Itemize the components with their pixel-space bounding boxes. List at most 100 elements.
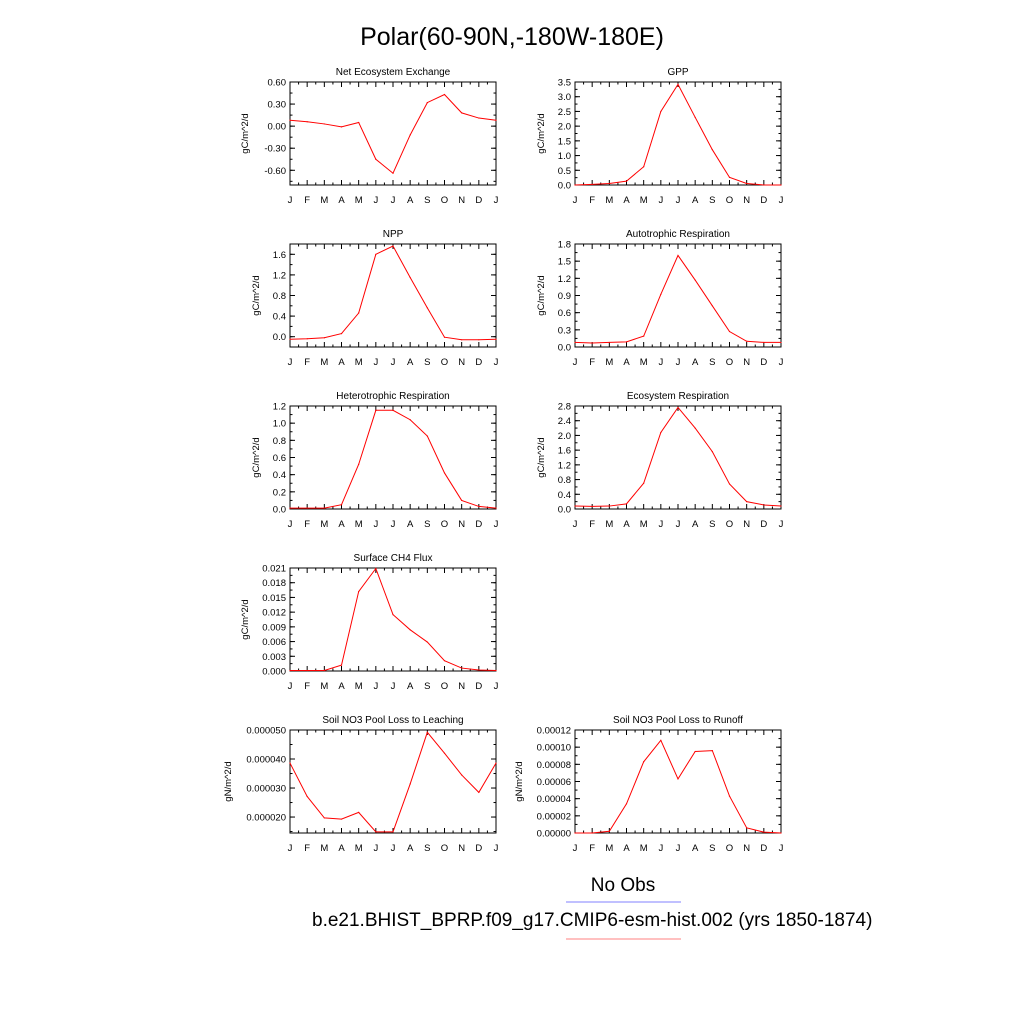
data-point xyxy=(711,750,713,752)
y-tick-label: 0.30 xyxy=(268,100,287,111)
x-tick-label: M xyxy=(640,843,648,854)
x-tick-label: A xyxy=(338,519,345,530)
data-point xyxy=(728,483,731,485)
data-point xyxy=(643,761,645,763)
panel-title-soil-no3-pool-loss-to-leaching: Soil NO3 Pool Loss to Leaching xyxy=(322,715,463,726)
data-point xyxy=(340,664,343,666)
x-tick-label: D xyxy=(475,681,482,692)
y-tick-label: 2.5 xyxy=(558,107,571,118)
data-point xyxy=(306,669,308,672)
x-tick-label: F xyxy=(589,519,595,530)
panel-title-npp: NPP xyxy=(383,229,404,240)
data-point xyxy=(289,669,291,672)
data-point xyxy=(643,482,645,484)
data-point xyxy=(608,505,610,507)
x-tick-label: O xyxy=(726,357,733,368)
x-tick-label: J xyxy=(676,195,681,206)
plot-frame-autotrophic-respiration xyxy=(574,243,782,348)
y-tick-label: 1.5 xyxy=(558,257,571,268)
y-tick-label: 0.0 xyxy=(273,332,286,343)
data-point xyxy=(495,669,497,672)
x-tick-label: A xyxy=(623,519,630,530)
x-tick-label: A xyxy=(692,195,699,206)
data-point xyxy=(574,341,576,344)
data-point xyxy=(478,505,480,508)
data-point xyxy=(608,830,610,832)
data-point xyxy=(574,184,576,186)
x-tick-label: F xyxy=(589,843,595,854)
data-point xyxy=(392,245,394,247)
data-point xyxy=(392,831,394,833)
data-point xyxy=(409,783,411,785)
data-point xyxy=(443,752,446,754)
series-line-net-ecosystem-exchange xyxy=(289,93,497,175)
y-tick-label: 1.0 xyxy=(558,151,571,162)
data-point xyxy=(392,172,394,174)
x-tick-label: D xyxy=(760,357,767,368)
y-tick-label: 1.8 xyxy=(558,240,571,251)
y-tick-label: 0.000040 xyxy=(246,755,286,766)
legend-label-no-obs: No Obs xyxy=(591,875,655,896)
data-point xyxy=(780,832,782,834)
x-tick-label: J xyxy=(658,357,663,368)
data-point xyxy=(392,613,394,616)
x-tick-label: M xyxy=(640,357,648,368)
x-tick-label: F xyxy=(304,681,310,692)
data-point xyxy=(340,126,343,128)
x-tick-label: A xyxy=(338,357,345,368)
x-tick-label: J xyxy=(494,195,499,206)
plot-frame-soil-no3-pool-loss-to-leaching xyxy=(289,729,497,834)
y-tick-label: 0.0 xyxy=(558,181,571,192)
data-point xyxy=(608,341,610,344)
x-tick-label: A xyxy=(692,357,699,368)
data-point xyxy=(625,341,628,343)
data-point xyxy=(289,507,291,509)
x-tick-label: F xyxy=(304,519,310,530)
x-tick-label: D xyxy=(760,843,767,854)
y-tick-label: 0.2 xyxy=(273,487,286,498)
data-point xyxy=(289,762,291,764)
x-tick-label: J xyxy=(676,357,681,368)
data-point xyxy=(443,93,446,96)
data-point xyxy=(358,590,360,593)
x-tick-label: S xyxy=(709,195,715,206)
x-tick-label: J xyxy=(391,843,396,854)
data-point xyxy=(746,501,748,503)
x-tick-label: A xyxy=(338,681,345,692)
y-tick-label: 0.00008 xyxy=(537,760,571,771)
data-point xyxy=(409,419,411,421)
x-tick-label: M xyxy=(355,519,363,530)
y-tick-label: 0.00012 xyxy=(537,726,571,737)
data-point xyxy=(443,472,446,474)
data-point xyxy=(608,182,610,185)
data-point xyxy=(574,505,576,507)
data-point xyxy=(323,669,325,672)
data-point xyxy=(409,134,411,136)
plot-frame-npp xyxy=(289,243,497,348)
plot-frame-net-ecosystem-exchange xyxy=(289,81,497,186)
x-tick-label: J xyxy=(573,843,578,854)
x-tick-label: S xyxy=(709,843,715,854)
x-tick-label: M xyxy=(320,843,328,854)
data-point xyxy=(426,641,428,643)
x-tick-label: J xyxy=(373,357,378,368)
x-tick-label: O xyxy=(726,519,733,530)
y-tick-label: 2.0 xyxy=(558,431,571,442)
y-tick-label: 0.00000 xyxy=(537,829,571,840)
y-tick-label: 0.4 xyxy=(273,312,286,323)
x-tick-label: D xyxy=(475,357,482,368)
data-point xyxy=(763,341,765,344)
x-tick-label: J xyxy=(573,357,578,368)
x-tick-label: F xyxy=(589,357,595,368)
x-tick-label: J xyxy=(391,357,396,368)
x-tick-label: J xyxy=(658,519,663,530)
y-tick-label: 0.000 xyxy=(262,667,286,678)
data-point xyxy=(711,305,713,307)
data-point xyxy=(495,762,497,764)
data-point xyxy=(625,180,628,182)
x-tick-label: S xyxy=(709,519,715,530)
